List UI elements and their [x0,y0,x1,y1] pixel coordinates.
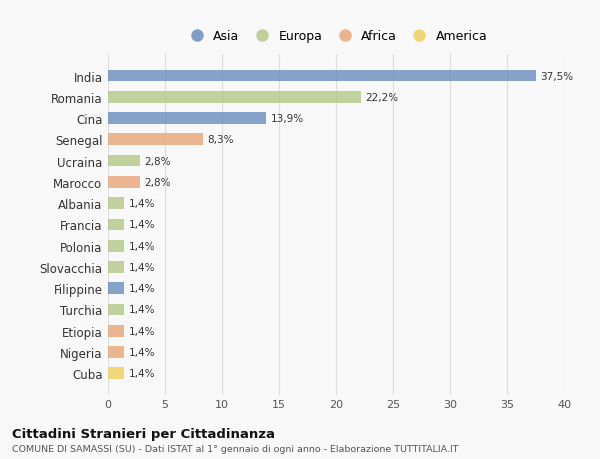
Bar [108,198,124,209]
Text: 1,4%: 1,4% [128,326,155,336]
Text: 1,4%: 1,4% [128,241,155,251]
Text: 2,8%: 2,8% [145,178,171,187]
Text: 1,4%: 1,4% [128,305,155,315]
Text: 2,8%: 2,8% [145,156,171,166]
Bar [108,283,124,294]
Bar [108,325,124,337]
Text: 22,2%: 22,2% [365,93,399,102]
Bar [108,219,124,231]
Bar [108,177,140,188]
Legend: Asia, Europa, Africa, America: Asia, Europa, Africa, America [182,28,490,45]
Text: 1,4%: 1,4% [128,263,155,272]
Text: Cittadini Stranieri per Cittadinanza: Cittadini Stranieri per Cittadinanza [12,427,275,440]
Bar [108,92,361,103]
Text: 1,4%: 1,4% [128,220,155,230]
Text: 37,5%: 37,5% [540,71,573,81]
Bar [108,241,124,252]
Text: 13,9%: 13,9% [271,114,304,124]
Bar [108,347,124,358]
Text: 8,3%: 8,3% [207,135,233,145]
Bar [108,134,203,146]
Bar [108,156,140,167]
Bar [108,368,124,379]
Text: 1,4%: 1,4% [128,369,155,379]
Text: COMUNE DI SAMASSI (SU) - Dati ISTAT al 1° gennaio di ogni anno - Elaborazione TU: COMUNE DI SAMASSI (SU) - Dati ISTAT al 1… [12,444,458,453]
Text: 1,4%: 1,4% [128,347,155,357]
Text: 1,4%: 1,4% [128,199,155,209]
Text: 1,4%: 1,4% [128,284,155,294]
Bar [108,262,124,273]
Bar [108,71,536,82]
Bar [108,304,124,316]
Bar [108,113,266,125]
